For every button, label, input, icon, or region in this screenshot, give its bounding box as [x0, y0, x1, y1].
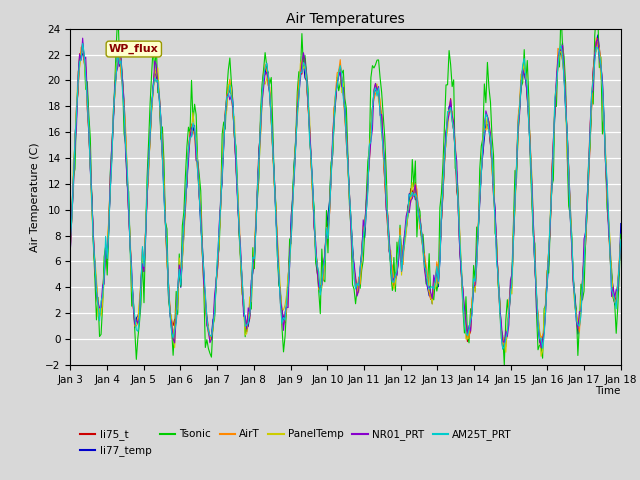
AirT [67, 244, 74, 250]
Tsonic [500, 362, 508, 368]
AirT [307, 160, 315, 166]
PanelTemp [617, 237, 625, 242]
li75_t [617, 236, 625, 241]
li77_temp [307, 160, 315, 166]
Tsonic [260, 67, 268, 72]
Legend: li75_t, li77_temp, Tsonic, AirT, PanelTemp, NR01_PRT, AM25T_PRT: li75_t, li77_temp, Tsonic, AirT, PanelTe… [76, 425, 516, 460]
AM25T_PRT [67, 235, 74, 241]
li75_t [307, 159, 315, 165]
NR01_PRT [67, 246, 74, 252]
Tsonic [250, 266, 258, 272]
li77_temp [594, 32, 602, 38]
AirT [588, 106, 595, 112]
PanelTemp [67, 241, 74, 247]
Tsonic [589, 101, 597, 107]
li75_t [134, 319, 141, 325]
AirT [258, 94, 266, 100]
PanelTemp [258, 101, 266, 107]
AirT [593, 36, 600, 41]
AirT [617, 240, 625, 245]
Tsonic [617, 231, 625, 237]
AM25T_PRT [79, 41, 86, 47]
NR01_PRT [232, 165, 240, 170]
PanelTemp [230, 114, 238, 120]
PanelTemp [588, 90, 595, 96]
AM25T_PRT [250, 256, 258, 262]
Line: Tsonic: Tsonic [70, 11, 621, 365]
Line: li75_t: li75_t [70, 42, 621, 348]
li77_temp [134, 313, 141, 319]
NR01_PRT [260, 85, 268, 91]
PanelTemp [594, 41, 602, 47]
AM25T_PRT [308, 183, 316, 189]
li75_t [67, 237, 74, 242]
AM25T_PRT [232, 150, 240, 156]
NR01_PRT [250, 252, 258, 258]
Tsonic [136, 321, 143, 326]
li77_temp [249, 270, 257, 276]
Tsonic [308, 190, 316, 195]
li75_t [537, 346, 545, 351]
li77_temp [67, 246, 74, 252]
li77_temp [617, 221, 625, 227]
AirT [502, 344, 509, 349]
AirT [134, 320, 141, 326]
AM25T_PRT [589, 77, 597, 83]
AirT [230, 132, 238, 138]
NR01_PRT [537, 345, 545, 350]
Title: Air Temperatures: Air Temperatures [286, 12, 405, 26]
PanelTemp [307, 159, 315, 165]
Line: PanelTemp: PanelTemp [70, 44, 621, 356]
Tsonic [232, 144, 240, 149]
AirT [249, 264, 257, 270]
li77_temp [230, 128, 238, 134]
li75_t [588, 100, 595, 106]
Text: WP_flux: WP_flux [109, 44, 159, 54]
Line: li77_temp: li77_temp [70, 35, 621, 349]
Line: AirT: AirT [70, 38, 621, 347]
li77_temp [499, 346, 507, 352]
NR01_PRT [308, 186, 316, 192]
li75_t [593, 39, 600, 45]
PanelTemp [537, 353, 545, 359]
li75_t [230, 134, 238, 140]
AM25T_PRT [136, 316, 143, 322]
PanelTemp [134, 318, 141, 324]
PanelTemp [249, 264, 257, 269]
Tsonic [67, 219, 74, 225]
NR01_PRT [617, 239, 625, 245]
Line: NR01_PRT: NR01_PRT [70, 38, 621, 348]
X-axis label: Time: Time [595, 386, 621, 396]
li75_t [258, 91, 266, 97]
NR01_PRT [136, 315, 143, 321]
AM25T_PRT [260, 75, 268, 81]
li77_temp [258, 91, 266, 96]
NR01_PRT [79, 35, 86, 41]
li77_temp [588, 100, 595, 106]
Tsonic [114, 8, 122, 14]
AM25T_PRT [499, 346, 507, 352]
Line: AM25T_PRT: AM25T_PRT [70, 44, 621, 349]
Y-axis label: Air Temperature (C): Air Temperature (C) [29, 142, 40, 252]
li75_t [249, 262, 257, 267]
AM25T_PRT [617, 237, 625, 242]
NR01_PRT [589, 87, 597, 93]
